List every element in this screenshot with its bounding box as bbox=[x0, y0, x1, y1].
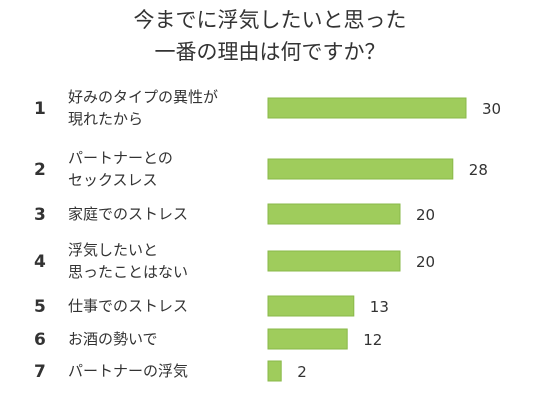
data-label: 30 bbox=[482, 100, 501, 118]
bar bbox=[267, 360, 282, 382]
bar bbox=[267, 295, 355, 317]
category-label: 仕事でのストレス bbox=[68, 297, 188, 315]
category-label: 好みのタイプの異性が bbox=[68, 88, 218, 106]
category-label: 浮気したいと bbox=[68, 241, 158, 259]
category-label: 思ったことはない bbox=[68, 263, 188, 281]
chart-title-line-2: 一番の理由は何ですか？ bbox=[154, 40, 386, 64]
bar bbox=[267, 203, 401, 225]
data-label: 2 bbox=[297, 363, 307, 381]
data-label: 13 bbox=[370, 298, 389, 316]
data-label: 28 bbox=[469, 161, 488, 179]
data-label: 20 bbox=[416, 206, 435, 224]
rank-number: 3 bbox=[34, 205, 46, 225]
rank-number: 1 bbox=[34, 99, 46, 119]
category-label: 家庭でのストレス bbox=[68, 205, 188, 223]
rank-number: 2 bbox=[34, 160, 46, 180]
bar bbox=[267, 250, 401, 272]
category-label: パートナーの浮気 bbox=[68, 362, 188, 380]
bar bbox=[267, 97, 467, 119]
data-label: 20 bbox=[416, 253, 435, 271]
category-label: セックスレス bbox=[68, 171, 158, 189]
category-label: お酒の勢いで bbox=[68, 330, 158, 348]
bar bbox=[267, 328, 348, 350]
bar bbox=[267, 158, 454, 180]
data-label: 12 bbox=[363, 331, 382, 349]
category-label: パートナーとの bbox=[68, 149, 173, 167]
rank-number: 7 bbox=[34, 362, 46, 382]
rank-number: 4 bbox=[34, 252, 46, 272]
category-label: 現れたから bbox=[68, 110, 143, 128]
chart-title-line-1: 今までに浮気したいと思った bbox=[133, 8, 407, 32]
rank-number: 5 bbox=[34, 297, 46, 317]
rank-number: 6 bbox=[34, 330, 46, 350]
